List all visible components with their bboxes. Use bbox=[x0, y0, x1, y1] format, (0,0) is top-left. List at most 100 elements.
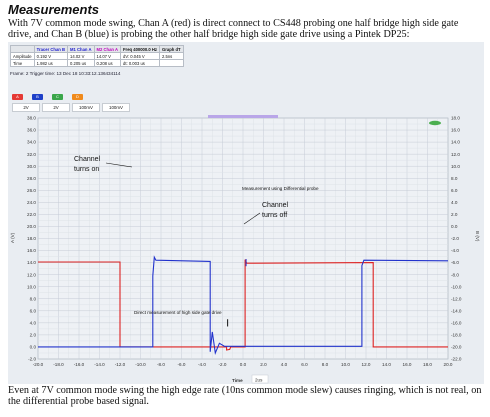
table-header-cell: M2 Chan A bbox=[93, 45, 122, 53]
table-header-row: Tracer Chan B M1 Chan A M2 Chan A Freq 4… bbox=[10, 45, 184, 53]
right-tick-label: 16.0 bbox=[451, 128, 460, 133]
right-tick-label: -2.0 bbox=[451, 236, 459, 241]
right-axis-label: B (V) bbox=[475, 231, 480, 242]
x-tick-label: -12.0 bbox=[115, 362, 126, 367]
right-tick-label: -12.0 bbox=[451, 296, 462, 301]
right-tick-label: 10.0 bbox=[451, 164, 460, 169]
channel-off-label-line2: turns off bbox=[262, 212, 287, 219]
timebase-select[interactable] bbox=[251, 374, 269, 384]
channel-b-range-select[interactable]: 2V bbox=[42, 103, 70, 112]
left-tick-label: 10.0 bbox=[27, 284, 36, 289]
channel-d-range-select[interactable]: 100mV bbox=[102, 103, 130, 112]
timebase-ruler[interactable] bbox=[208, 115, 278, 118]
left-tick-label: 36.0 bbox=[27, 128, 36, 133]
x-axis-label: Time bbox=[232, 378, 243, 383]
right-tick-label: -4.0 bbox=[451, 248, 459, 253]
left-tick-label: 26.0 bbox=[27, 188, 36, 193]
scope-screenshot: Tracer Chan B M1 Chan A M2 Chan A Freq 4… bbox=[8, 42, 484, 384]
section-heading: Measurements bbox=[8, 2, 100, 17]
traces bbox=[38, 255, 449, 356]
table-cell: 0.192 V bbox=[33, 52, 69, 60]
right-tick-label: -6.0 bbox=[451, 260, 459, 265]
left-tick-label: 18.0 bbox=[27, 236, 36, 241]
table-cell: 14.02 V bbox=[67, 52, 95, 60]
conclusion-paragraph: Even at 7V common mode swing the high ed… bbox=[8, 385, 482, 407]
left-tick-label: 34.0 bbox=[27, 140, 36, 145]
right-tick-label: 12.0 bbox=[451, 152, 460, 157]
x-tick-label: -16.0 bbox=[74, 362, 85, 367]
right-tick-label: 14.0 bbox=[451, 140, 460, 145]
left-tick-label: 38.0 bbox=[27, 116, 36, 121]
table-header-cell: Graph dT bbox=[159, 45, 184, 53]
channel-on-label-line1: Channel bbox=[74, 156, 101, 163]
x-tick-label: 0.0 bbox=[240, 362, 247, 367]
intro-paragraph: With 7V common mode swing, Chan A (red) … bbox=[8, 18, 459, 40]
channel-d-button[interactable]: D bbox=[72, 94, 83, 100]
table-header-cell: Freq 400000.0 Hz bbox=[120, 45, 160, 53]
channel-c-range-select[interactable]: 100mV bbox=[72, 103, 100, 112]
tick-labels: -20.0 -18.0 -16.0 -14.0 -12.0 -10.0 -8.0 -6.0 -4… bbox=[27, 116, 462, 367]
left-tick-label: 14.0 bbox=[27, 260, 36, 265]
right-tick-label: -20.0 bbox=[451, 345, 462, 350]
x-tick-label: -8.0 bbox=[157, 362, 165, 367]
left-tick-label: 20.0 bbox=[27, 224, 36, 229]
legend-pill-icon[interactable] bbox=[429, 120, 441, 126]
left-tick-label: 32.0 bbox=[27, 152, 36, 157]
table-cell: Amplitude bbox=[10, 52, 35, 60]
measurement-table: Tracer Chan B M1 Chan A M2 Chan A Freq 4… bbox=[10, 45, 184, 67]
table-cell: Time bbox=[10, 59, 35, 67]
right-tick-label: 6.0 bbox=[451, 188, 458, 193]
diff-probe-label: Measurement using Differential probe bbox=[242, 186, 319, 191]
channel-c-button[interactable]: C bbox=[52, 94, 63, 100]
table-row: Time 1.982 us 0.205 us 0.208 us dt: 0.00… bbox=[10, 59, 184, 67]
x-tick-label: -18.0 bbox=[53, 362, 64, 367]
left-tick-label: 28.0 bbox=[27, 176, 36, 181]
x-tick-label: -4.0 bbox=[198, 362, 206, 367]
channel-on-arrow bbox=[105, 162, 133, 168]
right-tick-label: 4.0 bbox=[451, 200, 458, 205]
right-tick-label: -16.0 bbox=[451, 320, 462, 325]
waveform-plot[interactable]: -20.0 -18.0 -16.0 -14.0 -12.0 -10.0 -8.0 -6.0 -4… bbox=[8, 113, 484, 384]
right-tick-label: -22.0 bbox=[451, 357, 462, 362]
table-header-cell bbox=[10, 45, 35, 53]
x-tick-label: 6.0 bbox=[301, 362, 308, 367]
x-tick-label: -6.0 bbox=[178, 362, 186, 367]
right-tick-label: 2.0 bbox=[451, 212, 458, 217]
chan-b-trace bbox=[38, 255, 449, 356]
table-cell: 2.5ns bbox=[159, 52, 184, 60]
right-tick-label: 0.0 bbox=[451, 224, 458, 229]
channel-b-button[interactable]: B bbox=[32, 94, 43, 100]
right-tick-label: -10.0 bbox=[451, 284, 462, 289]
left-axis-label: A (V) bbox=[10, 232, 15, 243]
right-tick-label: -18.0 bbox=[451, 333, 462, 338]
right-tick-label: 18.0 bbox=[451, 116, 460, 121]
channel-off-label-line1: Channel bbox=[262, 202, 289, 209]
table-cell: dV: 0.045 V bbox=[120, 52, 160, 60]
table-cell: 14.07 V bbox=[93, 52, 122, 60]
right-tick-label: -8.0 bbox=[451, 272, 459, 277]
x-tick-label: -20.0 bbox=[33, 362, 44, 367]
table-cell: 0.205 us bbox=[67, 59, 95, 67]
left-tick-label: 12.0 bbox=[27, 272, 36, 277]
table-cell: dt: 0.003 us bbox=[120, 59, 160, 67]
x-tick-label: 16.0 bbox=[403, 362, 412, 367]
x-tick-label: 2.0 bbox=[260, 362, 267, 367]
left-tick-label: 6.0 bbox=[30, 308, 37, 313]
channel-off-arrow bbox=[243, 212, 261, 225]
grid-lines bbox=[37, 117, 449, 360]
direct-measurement-label: Direct measurement of high side gate dri… bbox=[134, 310, 222, 315]
left-tick-label: 22.0 bbox=[27, 212, 36, 217]
right-tick-label: 8.0 bbox=[451, 176, 458, 181]
channel-a-button[interactable]: A bbox=[12, 94, 23, 100]
left-tick-label: 30.0 bbox=[27, 164, 36, 169]
table-cell: 0.208 us bbox=[93, 59, 122, 67]
x-tick-label: 4.0 bbox=[281, 362, 288, 367]
x-tick-label: 18.0 bbox=[423, 362, 432, 367]
timebase-value: 2us bbox=[255, 378, 263, 383]
channel-a-range-select[interactable]: 2V bbox=[12, 103, 40, 112]
left-tick-label: 0.0 bbox=[30, 345, 37, 350]
left-tick-label: 2.0 bbox=[30, 333, 37, 338]
x-tick-label: -14.0 bbox=[94, 362, 105, 367]
left-tick-label: 16.0 bbox=[27, 248, 36, 253]
table-cell bbox=[159, 59, 184, 67]
